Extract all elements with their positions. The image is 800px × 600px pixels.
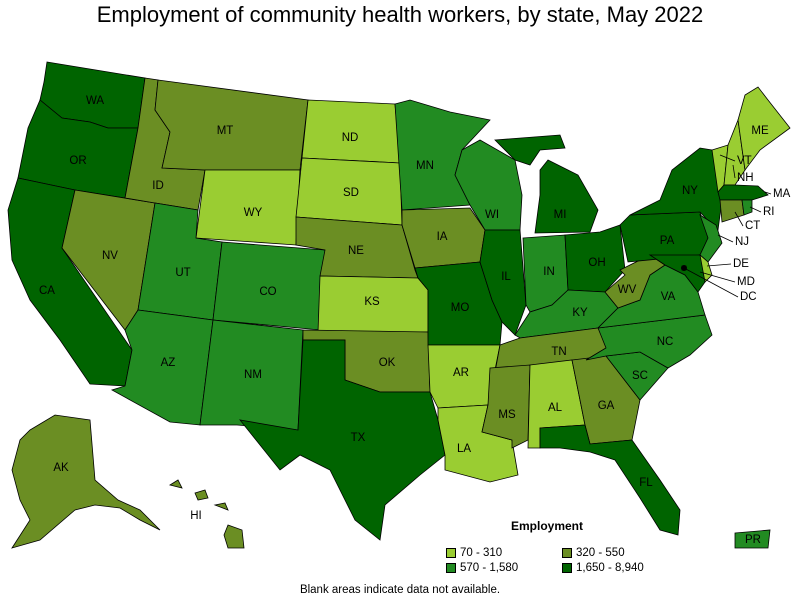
map-title: Employment of community health workers, … — [96, 2, 704, 27]
legend-label: 320 - 550 — [576, 547, 625, 559]
state-label-MS: MS — [498, 409, 516, 421]
legend-swatch — [446, 563, 456, 573]
leader-line-RI — [749, 206, 762, 213]
state-label-MA: MA — [773, 188, 791, 200]
state-label-KY: KY — [572, 307, 588, 319]
state-label-WA: WA — [86, 95, 104, 107]
state-label-UT: UT — [175, 267, 190, 279]
state-label-ND: ND — [342, 132, 359, 144]
legend-label: 1,650 - 8,940 — [576, 562, 644, 574]
state-label-FL: FL — [639, 477, 653, 489]
state-label-AR: AR — [453, 367, 469, 379]
legend-item-4: 1,650 - 8,940 — [562, 562, 644, 574]
leader-line-MA — [764, 191, 772, 195]
state-label-AL: AL — [548, 402, 563, 414]
legend-item-2: 320 - 550 — [562, 547, 625, 559]
legend-swatch — [562, 548, 572, 558]
state-label-CT: CT — [745, 220, 760, 232]
state-label-TX: TX — [351, 432, 366, 444]
state-MA — [717, 184, 769, 201]
leader-line-NH — [732, 164, 736, 179]
state-label-NH: NH — [737, 172, 754, 184]
leader-line-MD — [699, 271, 736, 283]
state-label-CO: CO — [259, 286, 276, 298]
state-label-OK: OK — [379, 357, 396, 369]
footnote: Blank areas indicate data not available. — [299, 584, 501, 596]
state-label-SD: SD — [343, 187, 359, 199]
state-label-PR: PR — [745, 534, 761, 546]
state-HI — [168, 479, 245, 549]
state-label-NV: NV — [102, 250, 118, 262]
state-label-NY: NY — [682, 185, 698, 197]
state-label-VT: VT — [737, 155, 752, 167]
state-label-CA: CA — [39, 285, 55, 297]
state-label-TN: TN — [551, 346, 566, 358]
state-label-MT: MT — [217, 125, 234, 137]
state-label-MI: MI — [554, 209, 567, 221]
state-label-LA: LA — [457, 443, 471, 455]
state-label-NJ: NJ — [735, 236, 749, 248]
state-RI — [741, 199, 753, 216]
state-label-KS: KS — [364, 296, 380, 308]
dc-marker — [681, 265, 687, 271]
state-label-OR: OR — [69, 155, 86, 167]
state-label-WV: WV — [618, 284, 637, 296]
state-NH — [723, 118, 746, 186]
state-FL — [539, 424, 681, 536]
legend-swatch — [562, 563, 572, 573]
state-label-MO: MO — [451, 302, 470, 314]
state-label-GA: GA — [598, 400, 615, 412]
leader-line-NJ — [717, 234, 734, 243]
state-IL — [479, 229, 527, 336]
state-label-AK: AK — [53, 462, 69, 474]
state-label-NE: NE — [348, 245, 364, 257]
state-label-PA: PA — [660, 235, 675, 247]
state-label-VA: VA — [661, 291, 676, 303]
leader-line-VT — [719, 154, 736, 162]
state-label-OH: OH — [588, 257, 605, 269]
state-label-ID: ID — [152, 180, 164, 192]
state-ME — [737, 86, 791, 172]
state-label-DC: DC — [740, 291, 757, 303]
legend-title: Employment — [511, 519, 584, 533]
leader-line-DC — [683, 267, 739, 298]
state-CT — [719, 199, 745, 223]
state-label-HI: HI — [190, 510, 202, 522]
legend-item-1: 70 - 310 — [446, 547, 502, 559]
state-MI — [494, 134, 599, 234]
state-label-DE: DE — [733, 258, 749, 270]
state-label-AZ: AZ — [161, 357, 176, 369]
state-TX — [239, 339, 446, 541]
legend-label: 570 - 1,580 — [460, 562, 519, 574]
state-NC — [585, 314, 713, 369]
state-label-NM: NM — [244, 369, 262, 381]
state-label-ME: ME — [751, 125, 769, 137]
state-label-RI: RI — [763, 206, 775, 218]
state-label-WI: WI — [485, 209, 499, 221]
legend-item-3: 570 - 1,580 — [446, 562, 518, 574]
leader-line-CT — [734, 211, 744, 227]
legend-label: 70 - 310 — [460, 547, 503, 559]
state-label-MD: MD — [737, 276, 755, 288]
state-label-IA: IA — [437, 231, 448, 243]
state-label-IN: IN — [543, 266, 555, 278]
state-label-SC: SC — [632, 370, 648, 382]
state-label-WY: WY — [244, 207, 263, 219]
state-AK — [11, 414, 161, 549]
state-label-NC: NC — [657, 336, 674, 348]
state-PR — [734, 529, 771, 549]
leader-line-DE — [706, 263, 732, 267]
state-label-MN: MN — [416, 160, 434, 172]
legend-swatch — [446, 548, 456, 558]
state-label-IL: IL — [501, 271, 511, 283]
